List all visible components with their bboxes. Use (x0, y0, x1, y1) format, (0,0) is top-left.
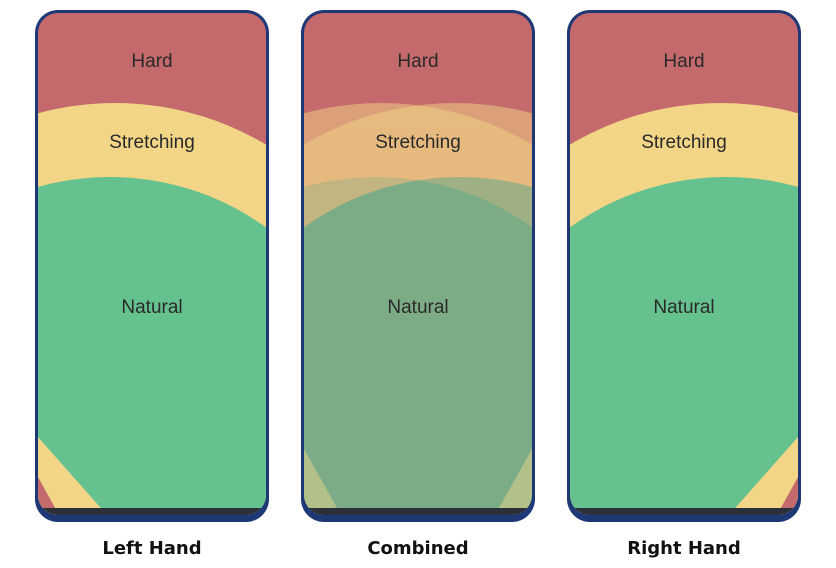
stretching-corner (729, 437, 798, 515)
hard-corner (38, 477, 59, 515)
screen (38, 13, 266, 515)
corner-blend (304, 449, 341, 515)
natural-zone (38, 177, 266, 515)
right-hand-caption: Right Hand (627, 538, 741, 559)
bottom-bezel (570, 508, 798, 515)
stretching-corner (38, 437, 107, 515)
corner-blend (495, 449, 532, 515)
hard-corner (777, 477, 798, 515)
screen (570, 13, 798, 515)
left-hand-caption: Left Hand (102, 538, 202, 559)
combined-zone-map (301, 10, 535, 522)
phone-right-hand: Hard Stretching Natural (567, 9, 801, 523)
phone-left-hand: Hard Stretching Natural (35, 9, 269, 523)
combined-caption: Combined (367, 538, 469, 559)
phone-combined: Hard Stretching Natural (301, 9, 535, 523)
right-hand-zone-map (567, 10, 801, 522)
right-hand-overlay (304, 103, 532, 515)
bottom-bezel (304, 508, 532, 515)
bottom-bezel (38, 508, 266, 515)
left-hand-zone-map (35, 10, 269, 522)
natural-zone (570, 177, 798, 515)
screen (304, 13, 532, 515)
